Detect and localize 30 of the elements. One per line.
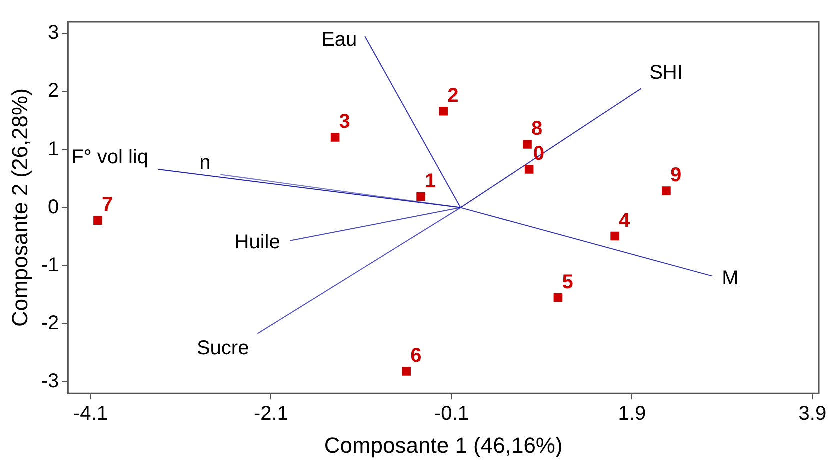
series-label: F° vol liq	[72, 146, 149, 169]
y-tick-label: -2	[41, 312, 60, 334]
y-tick-label: 3	[48, 22, 60, 44]
annotation: 3	[339, 111, 350, 134]
series-label: SHI	[650, 62, 683, 84]
annotation: 7	[102, 194, 114, 216]
series-label: Eau	[321, 29, 358, 52]
annotation: 5	[562, 271, 574, 294]
annotation: 8	[532, 118, 543, 140]
y-tick-label: -3	[41, 370, 60, 393]
x-tick-label: 3.9	[798, 403, 827, 426]
series-label: M	[722, 267, 739, 290]
series-label: n	[200, 152, 211, 174]
x-tick-label: -2.1	[254, 403, 288, 426]
y-tick-label: 2	[48, 80, 60, 102]
x-tick-label: 1.9	[618, 403, 646, 426]
annotation: 4	[619, 210, 632, 232]
y-tick-label: 1	[48, 138, 60, 160]
series-label: Sucre	[196, 338, 250, 360]
annotation: 2	[448, 84, 459, 107]
y-tick-label: -1	[41, 254, 60, 276]
series-label: Huile	[234, 231, 280, 254]
annotation: 1	[425, 170, 436, 192]
annotation: 6	[410, 345, 422, 368]
annotation: 9	[670, 164, 682, 186]
x-tick-label: -0.1	[434, 403, 469, 426]
x-tick-label: -4.1	[74, 403, 108, 426]
y-axis-title: Composante 2 (26,28%)	[7, 88, 32, 328]
x-axis-title: Composante 1 (46,16%)	[324, 432, 563, 458]
y-tick-label: 0	[48, 196, 60, 218]
